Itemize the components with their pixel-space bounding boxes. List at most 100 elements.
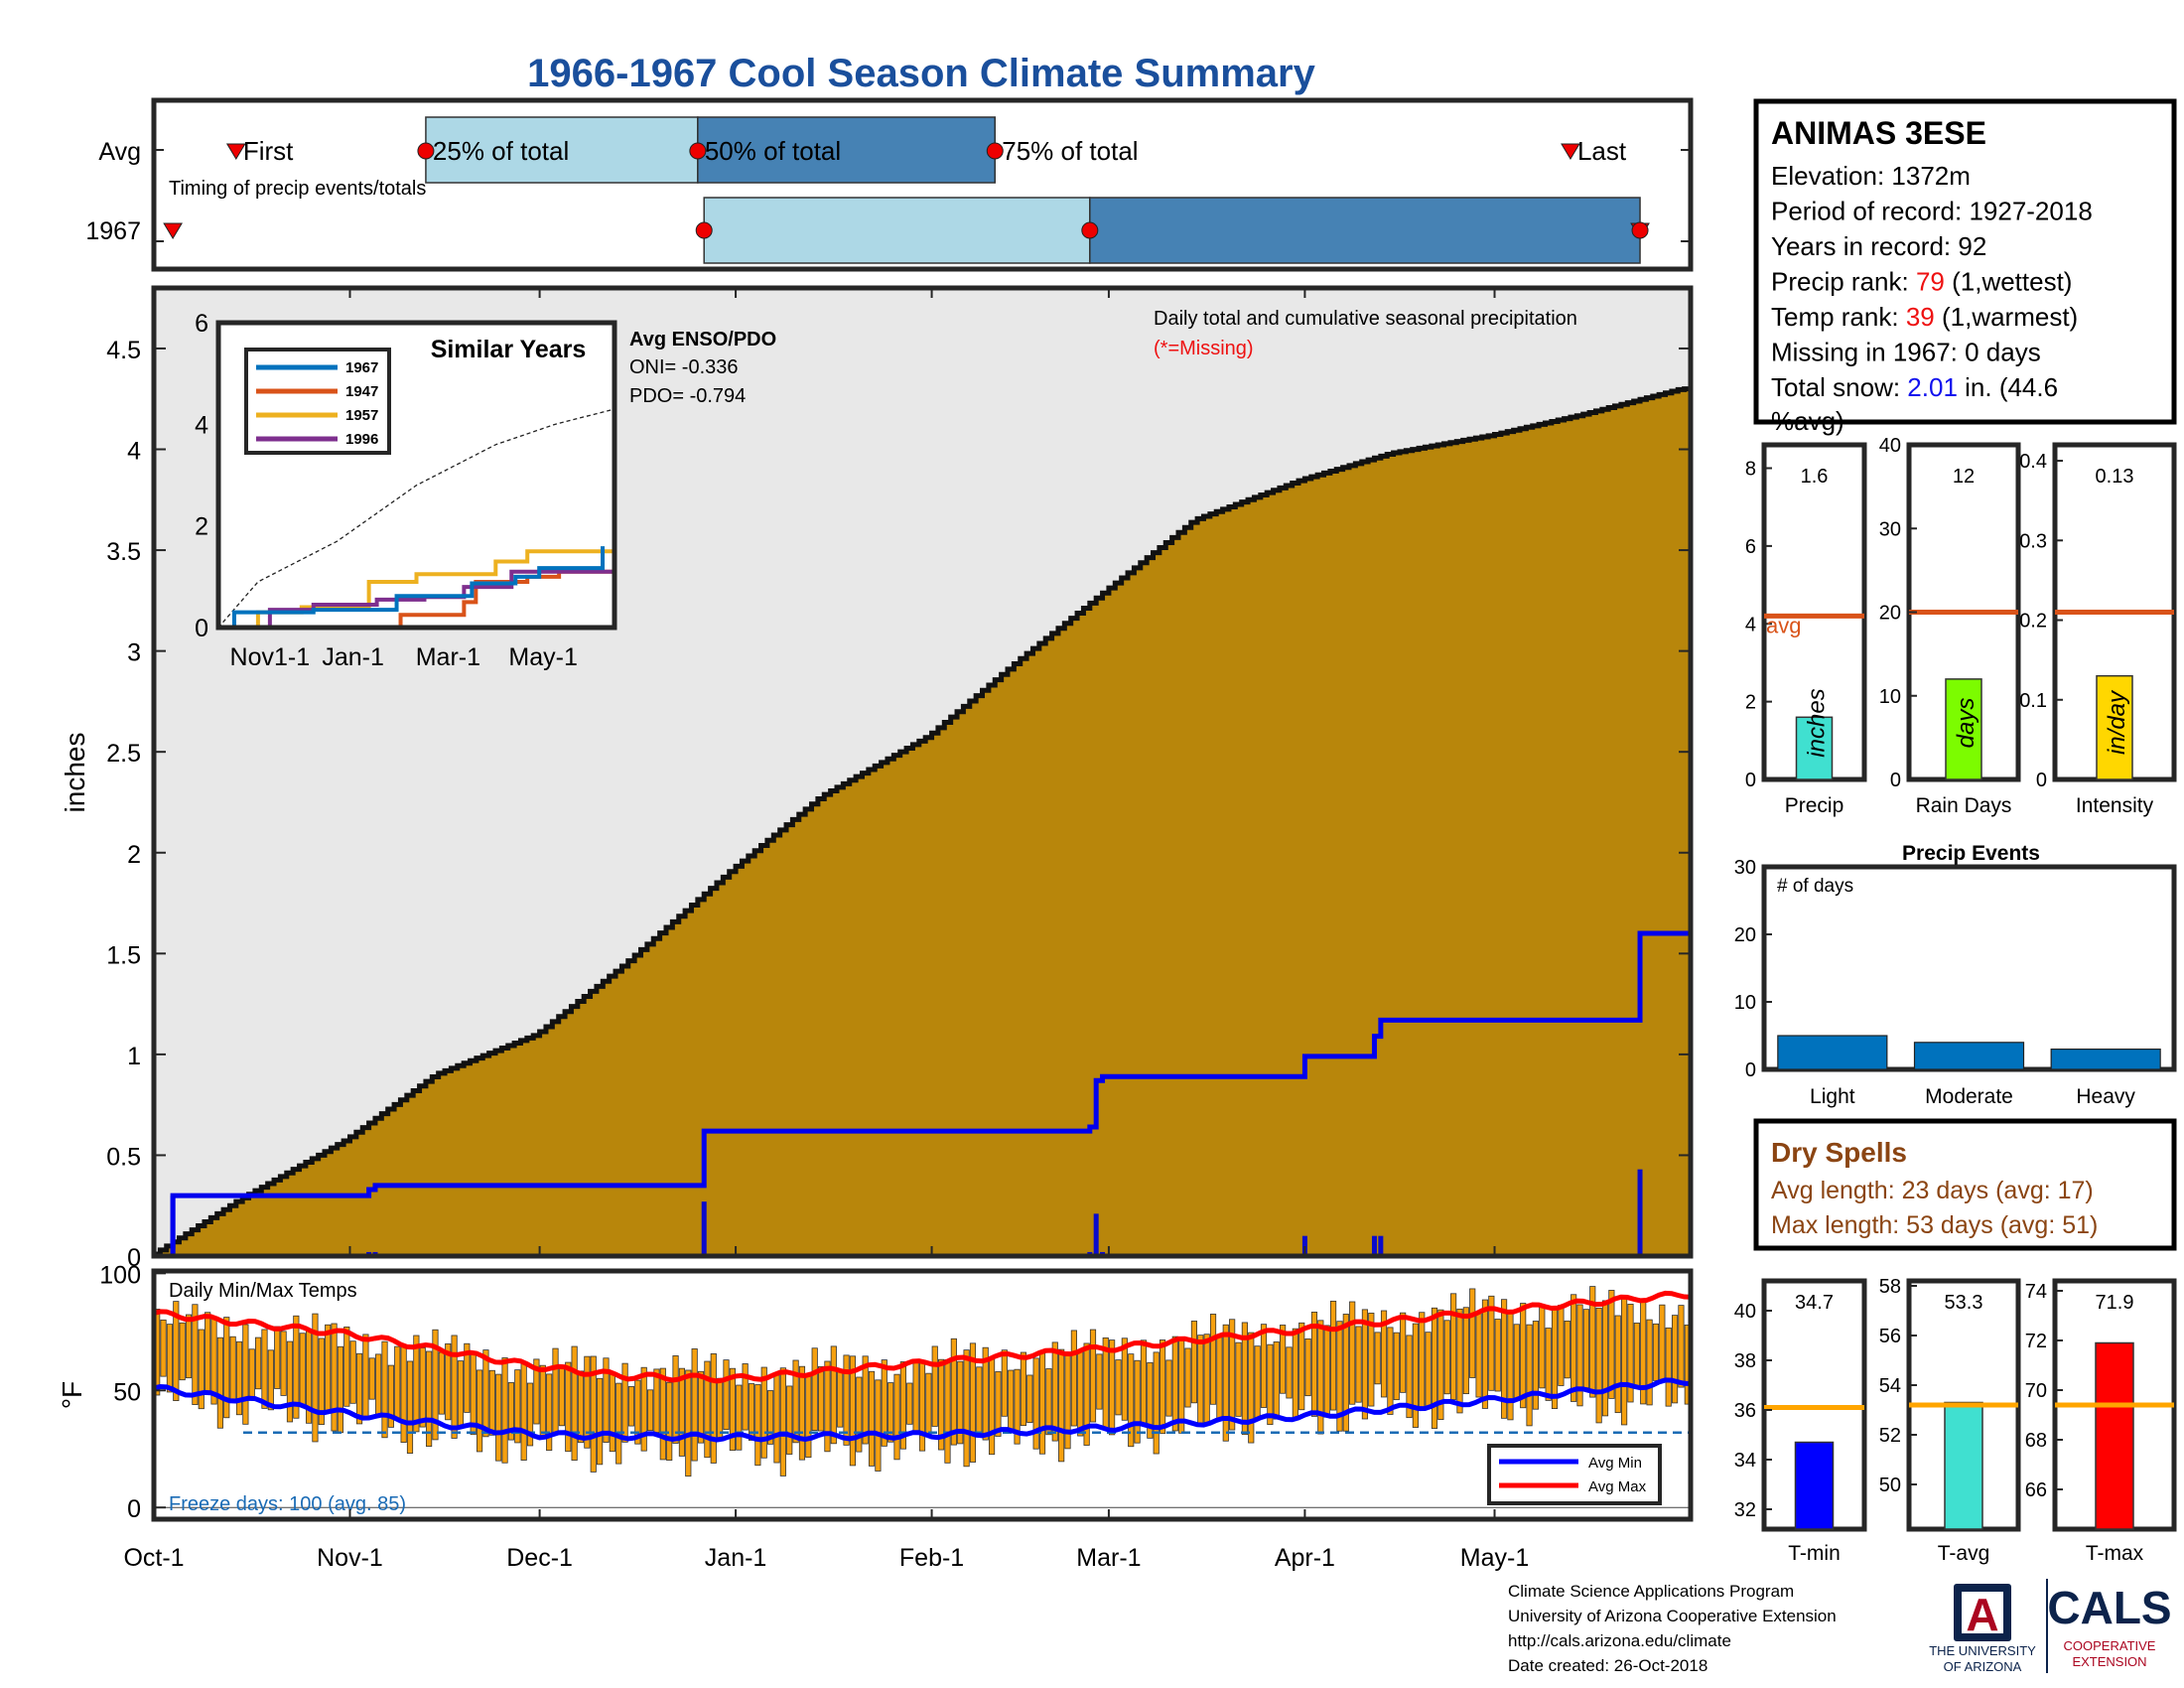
precip-y-tick-label: 3 [127,639,141,667]
daily-temp-bar [185,1314,193,1379]
daily-temp-bar [419,1347,426,1428]
daily-temp-bar [1020,1351,1027,1427]
freeze-days-label: Freeze days: 100 (avg. 85) [169,1493,406,1515]
daily-temp-bar [1008,1369,1015,1433]
daily-temp-bar [830,1345,837,1445]
footer-url[interactable]: http://cals.arizona.edu/climate [1508,1631,1731,1650]
daily-temp-bar [603,1357,610,1443]
daily-temp-bar [1229,1319,1236,1431]
daily-temp-bar [754,1384,761,1467]
inset-legend-label: 1957 [345,407,378,424]
daily-temp-bar [1329,1300,1337,1411]
daily-temp-bar [659,1367,666,1461]
daily-temp-bar [1387,1327,1394,1415]
station-line: Elevation: 1372m [1771,161,1971,191]
station-field-suffix: in. (44.6 [1958,372,2058,402]
daily-temp-bar [526,1382,534,1447]
daily-temp-bar [173,1301,180,1402]
station-field-value: 0 days [1965,338,2041,367]
summary-value-Rain Days: 12 [1953,466,1975,488]
station-field-suffix: (1,wettest) [1945,267,2073,297]
daily-temp-bar [438,1351,445,1415]
enso-title: Avg ENSO/PDO [629,329,776,351]
daily-temp-bar [760,1366,767,1459]
daily-temp-bar [1621,1298,1628,1426]
daily-temp-bar [1646,1319,1653,1406]
daily-temp-bar [520,1362,527,1461]
daily-temp-bar [1551,1309,1559,1410]
daily-precip-bar [1371,1235,1377,1256]
tbar-tick-label: 74 [2025,1281,2047,1303]
events-category-label: Light [1810,1085,1855,1108]
daily-temp-bar [742,1363,749,1431]
daily-temp-bar [355,1352,363,1425]
daily-temp-bar [482,1349,489,1438]
station-field-label: Years in record: [1771,231,1958,261]
daily-temp-bar [205,1312,211,1393]
daily-temp-bar [1558,1304,1565,1386]
daily-temp-bar [1374,1332,1381,1385]
daily-temp-bar [697,1370,705,1444]
dry-max-length: Max length: 53 days (avg: 51) [1771,1211,2098,1239]
daily-temp-bar [248,1348,255,1401]
daily-temp-bar [1222,1324,1229,1442]
daily-temp-bar [280,1331,287,1396]
events-bar-Heavy [2050,1048,2161,1070]
daily-temp-bar [495,1373,502,1462]
daily-temp-bar [1601,1300,1609,1417]
daily-temp-bar [950,1337,957,1446]
tbar-label-T-max: T-max [2086,1542,2144,1565]
temperature-plot: 0 50 100 °F Daily Min/Max Temps Freeze days: … [57,1261,1694,1523]
daily-temp-bar [1171,1336,1178,1432]
tbar-value-T-min: 34.7 [1795,1292,1834,1314]
date-tick-label: Dec-1 [506,1544,573,1572]
logo-cals-sub-2: EXTENSION [2072,1654,2146,1669]
daily-temp-bar [1292,1328,1298,1420]
inset-series-1996 [218,569,614,630]
daily-temp-bar [1412,1323,1419,1428]
daily-temp-bar [717,1377,724,1439]
daily-precip-bar [1637,1169,1643,1256]
daily-temp-bar [640,1366,647,1452]
precip-y-tick-label: 4 [127,438,141,466]
daily-temp-bar [634,1379,641,1445]
daily-temp-bar [976,1366,983,1438]
daily-temp-bar [1450,1293,1457,1400]
summary-bar-Rain Days [1945,678,1982,780]
events-bar-Light [1777,1035,1888,1070]
daily-temp-bar [192,1304,199,1405]
legend-avg-min-label: Avg Min [1588,1455,1642,1472]
summary-unit-Intensity: in/day [2104,689,2130,755]
logo-letter: A [1966,1589,1998,1640]
inset-series-1967 [218,546,606,630]
daily-temp-bar [293,1315,300,1419]
daily-temp-bar [685,1369,692,1477]
precip-y-axis-label: inches [60,733,90,813]
precip-plot-frame [151,285,1694,1259]
tbar-tick-label: 70 [2025,1380,2047,1402]
summary-tick-label: 2 [1745,692,1756,714]
daily-temp-bar [1197,1335,1204,1426]
daily-temp-bar [710,1352,717,1464]
daily-temp-bar [1481,1299,1489,1409]
daily-temp-bar [451,1335,458,1439]
daily-temp-bar [1014,1368,1021,1445]
inset-y-tick-label: 0 [195,615,208,642]
daily-temp-bar [1520,1303,1527,1409]
tbar-tick-label: 50 [1879,1475,1901,1496]
tbar-label-T-min: T-min [1788,1542,1841,1565]
avg-cumulative-area [154,388,1691,1256]
daily-temp-bar [362,1334,369,1419]
daily-temp-bar [1469,1288,1476,1378]
daily-temp-bar [875,1379,882,1472]
daily-temp-bar [488,1369,495,1436]
daily-temp-bar [843,1354,850,1446]
daily-temp-bar [1235,1341,1242,1417]
daily-temp-bar [255,1336,262,1390]
date-axis: Oct-1 Nov-1 Dec-1 Jan-1 Feb-1 Mar-1 Apr-1 May-1 [123,288,1529,1572]
daily-temp-bar [1336,1321,1343,1432]
summary-tick-label: 0.1 [2019,690,2047,712]
daily-temp-bar [1564,1320,1570,1379]
daily-temp-bar [507,1382,515,1441]
daily-temp-bar [457,1360,465,1427]
